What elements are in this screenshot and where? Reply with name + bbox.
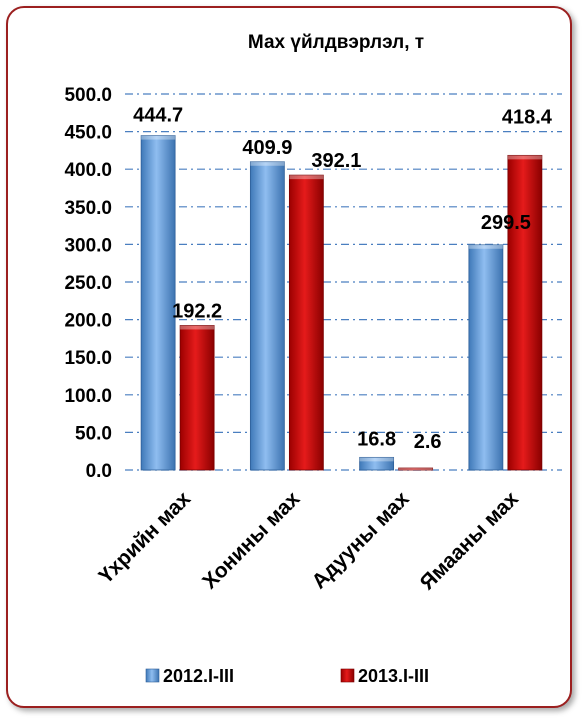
legend-label: 2012.I-III bbox=[163, 666, 234, 686]
bar-series2 bbox=[289, 175, 323, 470]
data-label: 392.1 bbox=[311, 150, 361, 172]
bar-series1 bbox=[141, 136, 175, 470]
data-label: 409.9 bbox=[242, 137, 292, 159]
data-label: 192.2 bbox=[172, 300, 222, 322]
y-tick-label: 0.0 bbox=[86, 461, 112, 482]
x-category-label: Үхрийн мах bbox=[95, 487, 196, 588]
y-tick-label: 450.0 bbox=[64, 123, 112, 144]
x-category-label: Адууны мах bbox=[307, 487, 413, 593]
bar-cap bbox=[399, 468, 433, 470]
data-label: 2.6 bbox=[414, 431, 442, 453]
x-category-label: Ямааны мах bbox=[416, 487, 524, 595]
bar-cap bbox=[508, 155, 542, 159]
y-tick-label: 100.0 bbox=[64, 386, 112, 407]
y-tick-label: 500.0 bbox=[64, 85, 112, 106]
bar-series1 bbox=[250, 162, 284, 470]
bar-series2 bbox=[180, 325, 214, 470]
bar-cap bbox=[289, 175, 323, 179]
data-label: 418.4 bbox=[502, 106, 553, 128]
x-category-label: Хонины мах bbox=[198, 487, 304, 593]
y-tick-label: 400.0 bbox=[64, 160, 112, 181]
legend-swatch bbox=[146, 669, 159, 682]
y-tick-label: 350.0 bbox=[64, 198, 112, 219]
y-tick-label: 300.0 bbox=[64, 235, 112, 256]
data-label: 16.8 bbox=[357, 428, 396, 450]
legend-label: 2013.I-III bbox=[358, 666, 429, 686]
y-tick-label: 50.0 bbox=[75, 423, 112, 444]
data-label: 444.7 bbox=[133, 105, 183, 127]
y-tick-label: 250.0 bbox=[64, 273, 112, 294]
y-tick-label: 150.0 bbox=[64, 348, 112, 369]
legend-swatch bbox=[341, 669, 354, 682]
bar-series1 bbox=[469, 245, 503, 470]
bar-cap bbox=[250, 162, 284, 166]
bar-cap bbox=[360, 457, 394, 461]
bar-cap bbox=[180, 325, 214, 329]
bar-cap bbox=[141, 136, 175, 140]
bar-cap bbox=[469, 245, 503, 249]
bar-series2 bbox=[508, 155, 542, 470]
y-tick-label: 200.0 bbox=[64, 311, 112, 332]
data-label: 299.5 bbox=[481, 212, 531, 234]
